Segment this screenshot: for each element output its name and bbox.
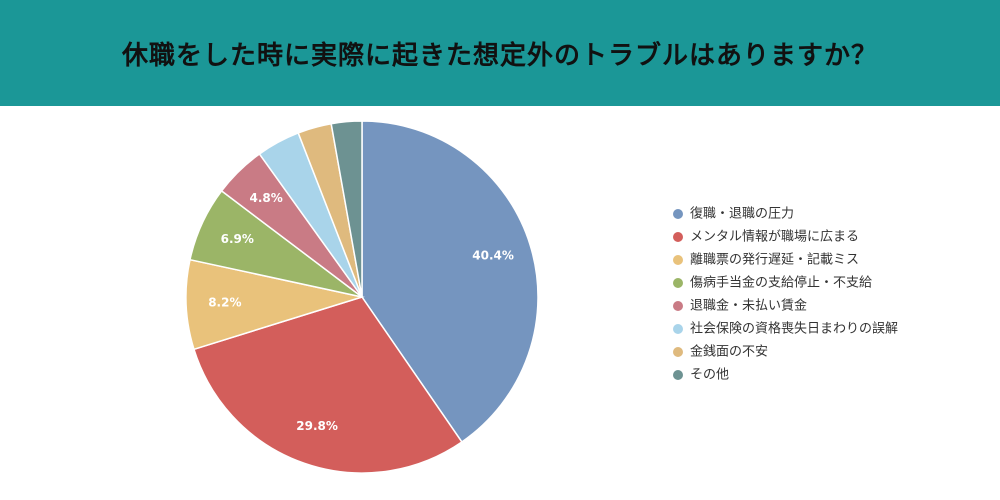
pie-slice [330,120,363,298]
chart: 40.4% 29.8% 8.2% 6.9% 4.8% 復職・退職の圧力メンタル情報が職場に… [185,120,898,474]
pie-slice [185,258,365,351]
legend-marker [673,347,683,357]
data-label: 4.8% [250,191,283,205]
data-label: 8.2% [208,296,241,310]
legend-marker [673,301,683,311]
legend-marker [673,209,683,219]
data-label: 29.8% [296,419,338,433]
legend-marker [673,278,683,288]
pie-slice [193,296,463,474]
legend-marker [673,324,683,334]
legend-marker [673,255,683,265]
legend-label: 離職票の発行遅延・記載ミス [690,252,859,268]
legend-label: 復職・退職の圧力 [690,206,794,222]
chart-title: 休職をした時に実際に起きた想定外のトラブルはありますか？ [121,40,878,71]
legend-marker [673,232,683,242]
legend-label: 金銭面の不安 [690,344,768,360]
legend-label: 退職金・未払い賃金 [690,298,807,314]
legend-label: 社会保険の資格喪失日まわりの誤解 [690,321,898,337]
data-label: 40.4% [472,249,514,263]
legend-marker [673,370,683,380]
legend-label: 傷病手当金の支給停止・不支給 [690,275,872,291]
header: 休職をした時に実際に起きた想定外のトラブルはありますか？ [0,0,1000,106]
legend-label: その他 [690,368,729,383]
pie-slice [361,120,539,443]
data-label: 6.9% [221,232,254,246]
legend-label: メンタル情報が職場に広まる [690,230,859,245]
